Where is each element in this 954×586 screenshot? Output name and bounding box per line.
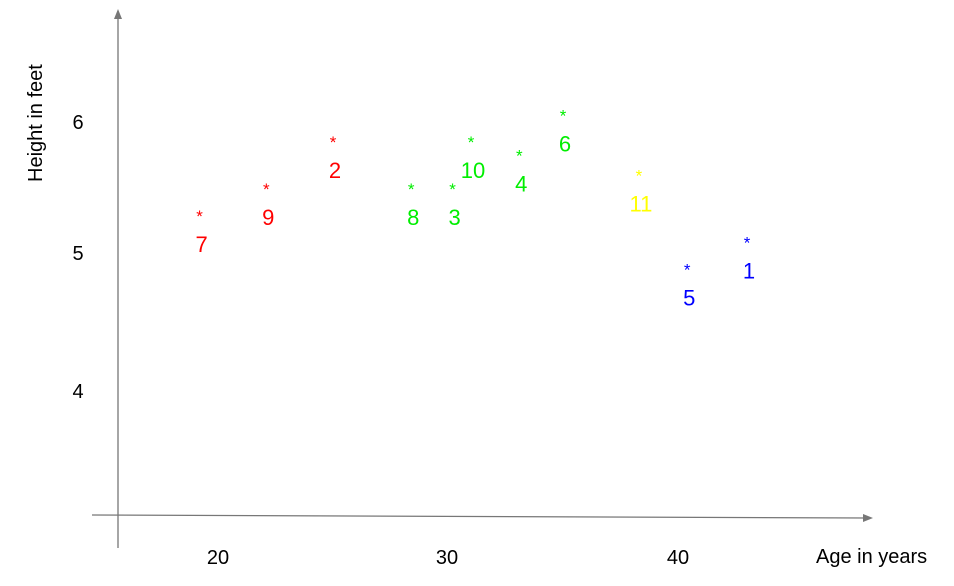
y-tick-labels: 4 5 6 xyxy=(72,112,83,403)
point-label-2: 2 xyxy=(329,158,341,183)
x-tick-label-20: 20 xyxy=(207,547,229,569)
point-label-9: 9 xyxy=(262,205,274,230)
point-marker-9: * xyxy=(263,180,270,199)
point-marker-8: * xyxy=(408,180,415,199)
point-label-3: 3 xyxy=(448,205,460,230)
point-label-5: 5 xyxy=(683,285,695,310)
point-label-8: 8 xyxy=(407,205,419,230)
x-tick-labels: 20 30 40 xyxy=(207,547,689,569)
point-marker-5: * xyxy=(684,260,691,279)
point-marker-11: * xyxy=(636,167,643,186)
point-label-1: 1 xyxy=(743,259,755,284)
point-label-10: 10 xyxy=(461,158,485,183)
point-marker-4: * xyxy=(516,147,523,166)
y-tick-label-5: 5 xyxy=(72,243,83,265)
point-marker-3: * xyxy=(449,180,456,199)
x-axis-label: Age in years xyxy=(816,546,927,568)
point-marker-6: * xyxy=(560,106,567,125)
point-marker-7: * xyxy=(196,207,203,226)
point-marker-1: * xyxy=(744,234,751,253)
point-label-7: 7 xyxy=(195,232,207,257)
point-label-6: 6 xyxy=(559,131,571,156)
x-axis-line xyxy=(91,513,873,522)
point-marker-2: * xyxy=(330,133,337,152)
y-tick-label-6: 6 xyxy=(72,112,83,134)
y-tick-label-4: 4 xyxy=(72,381,83,403)
x-tick-label-30: 30 xyxy=(436,547,458,569)
point-label-4: 4 xyxy=(515,172,527,197)
data-points: * 1 * 2 * 3 * 4 * 5 * 6 * 7 * 8 * 9 * 10 * 11 xyxy=(195,106,755,310)
y-axis-label: Height in feet xyxy=(25,64,47,182)
point-label-11: 11 xyxy=(629,192,652,217)
point-marker-10: * xyxy=(468,133,475,152)
x-tick-label-40: 40 xyxy=(667,547,689,569)
